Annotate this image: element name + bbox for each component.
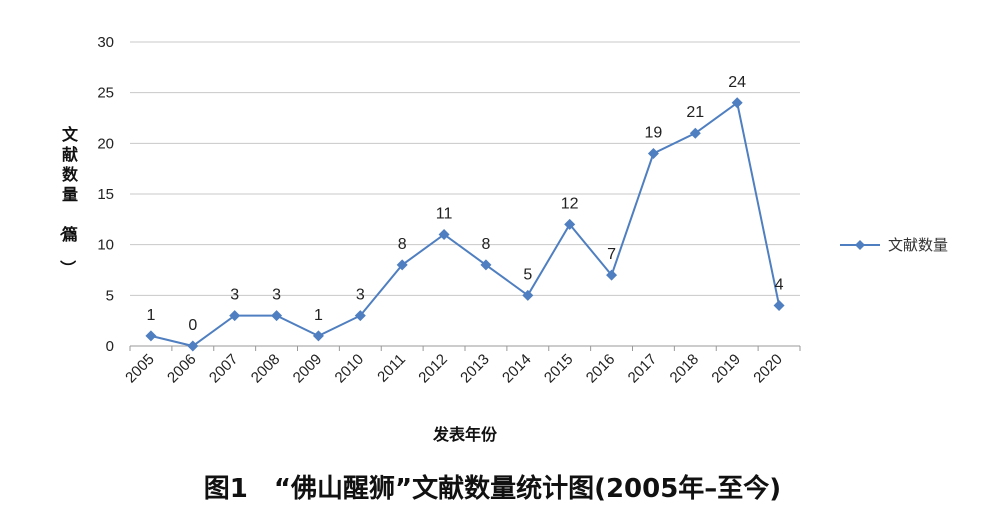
- data-label: 3: [230, 287, 239, 304]
- data-label: 1: [146, 307, 155, 324]
- data-label: 3: [272, 287, 281, 304]
- x-tick-label: 2018: [667, 351, 703, 387]
- y-tick-label: 0: [106, 338, 114, 355]
- x-tick-label: 2015: [541, 351, 577, 387]
- data-point: [396, 259, 408, 271]
- y-tick-label: 10: [97, 237, 114, 254]
- data-point: [312, 330, 324, 342]
- x-tick-label: 2008: [248, 351, 284, 387]
- series-line: [150, 101, 781, 348]
- y-tick-label: 5: [106, 287, 114, 304]
- data-point: [354, 310, 366, 322]
- legend-marker-icon: [855, 240, 865, 250]
- x-tick-label: 2016: [583, 351, 619, 387]
- x-tick-label: 2006: [164, 351, 200, 387]
- series-markers: [145, 97, 785, 352]
- data-label: 8: [481, 236, 490, 253]
- data-point: [145, 330, 157, 342]
- legend: 文献数量: [840, 236, 948, 254]
- y-tick-label: 30: [97, 34, 114, 51]
- data-label: 11: [436, 206, 453, 223]
- data-label: 4: [775, 276, 784, 293]
- data-point: [438, 229, 450, 241]
- y-axis-title-char: 数: [62, 165, 79, 184]
- x-axis-title: 发表年份: [432, 425, 498, 444]
- data-label: 5: [523, 266, 532, 283]
- y-axis-title-char: 文: [62, 125, 79, 144]
- y-axis-title-char: 量: [62, 185, 78, 204]
- data-label: 19: [645, 124, 663, 141]
- gridlines: [130, 41, 800, 347]
- data-point: [229, 310, 241, 322]
- legend-label: 文献数量: [888, 236, 948, 254]
- data-label: 1: [314, 307, 323, 324]
- data-point: [606, 269, 618, 281]
- data-label: 0: [188, 317, 197, 334]
- x-tick-label: 2012: [415, 351, 451, 387]
- data-point: [187, 340, 199, 352]
- data-point: [271, 310, 283, 322]
- data-point: [564, 218, 576, 230]
- data-labels: 1 0 3 3 1 3 8 11 8 5 12 7 19 21 24 4: [146, 74, 783, 334]
- x-tick-label: 2011: [374, 351, 409, 386]
- y-axis-title-char: 篇: [61, 225, 78, 244]
- y-axis-title: 文献数量 （篇 ）: [58, 125, 79, 276]
- x-tick-label: 2020: [750, 351, 786, 387]
- data-label: 8: [398, 236, 407, 253]
- x-tick-label: 2013: [457, 351, 493, 387]
- x-tick-label: 2007: [206, 351, 242, 387]
- x-tick-label: 2019: [708, 351, 744, 387]
- x-tick-labels: 2005 2006 2007 2008 2009 2010 2011 2012 2013 2014…: [122, 351, 786, 387]
- y-axis-title-char: ）: [58, 260, 77, 276]
- figure-caption: 图1 “佛山醒狮”文献数量统计图(2005年–至今): [203, 474, 782, 504]
- data-label: 7: [607, 246, 616, 263]
- data-point: [773, 299, 785, 311]
- y-tick-labels: 0 5 10 15 20 25 30: [97, 34, 114, 355]
- data-point: [522, 289, 534, 301]
- data-point: [689, 127, 701, 139]
- data-label: 12: [561, 195, 579, 212]
- data-point: [731, 97, 743, 109]
- y-tick-label: 15: [97, 186, 114, 203]
- y-axis-title-char: 献: [62, 145, 78, 164]
- x-tick-label: 2014: [499, 351, 535, 387]
- x-tick-label: 2005: [122, 351, 158, 387]
- x-tick-label: 2017: [625, 351, 661, 387]
- x-tick-label: 2009: [290, 351, 326, 387]
- y-tick-label: 20: [97, 135, 114, 152]
- x-tick-label: 2010: [332, 351, 368, 387]
- y-axis-title-char: （: [58, 220, 77, 236]
- x-axis: [129, 346, 801, 351]
- data-label: 24: [728, 74, 746, 91]
- data-label: 3: [356, 287, 365, 304]
- data-point: [647, 147, 659, 159]
- y-tick-label: 25: [97, 85, 114, 102]
- data-point: [480, 259, 492, 271]
- data-label: 21: [686, 104, 704, 121]
